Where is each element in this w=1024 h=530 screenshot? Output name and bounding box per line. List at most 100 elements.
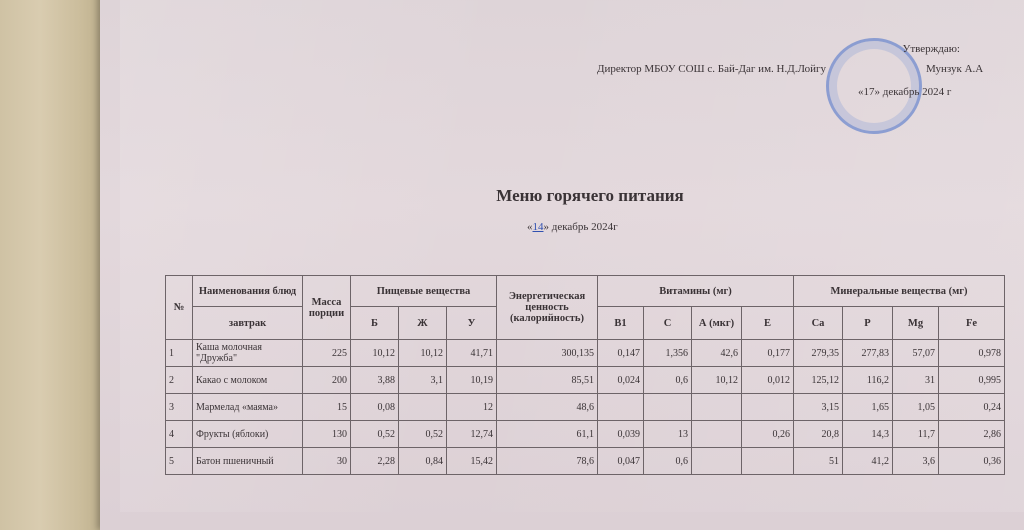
table-cell: 13	[643, 420, 692, 448]
header-p: P	[842, 306, 893, 340]
table-cell: 0,147	[597, 339, 644, 367]
director-line: Директор МБОУ СОШ с. Бай-Даг им. Н.Д.Лой…	[597, 63, 827, 75]
table-cell	[741, 447, 794, 475]
header-energy: Энергетическая ценность (калорийность)	[496, 275, 598, 340]
table-cell: 200	[302, 366, 351, 394]
table-cell: 3,6	[892, 447, 939, 475]
table-cell: Мармелад «маяма»	[192, 393, 303, 421]
table-cell: 85,51	[496, 366, 598, 394]
table-cell: 0,36	[938, 447, 1005, 475]
table-cell: 1,356	[643, 339, 692, 367]
table-cell: 15	[302, 393, 351, 421]
table-cell: Батон пшеничный	[192, 447, 303, 475]
quote-close: »	[543, 221, 550, 233]
table-cell: 11,7	[892, 420, 939, 448]
table-cell: 4	[165, 420, 193, 448]
table-cell	[398, 393, 447, 421]
table-cell: 5	[165, 447, 193, 475]
table-cell: 2	[165, 366, 193, 394]
header-vitamins: Витамины (мг)	[597, 275, 794, 307]
table-cell	[691, 393, 742, 421]
table-cell: 225	[302, 339, 351, 367]
table-cell: 3,1	[398, 366, 447, 394]
table-cell: 15,42	[446, 447, 497, 475]
table-cell: 10,12	[398, 339, 447, 367]
header-num: №	[165, 275, 193, 340]
table-cell: 12,74	[446, 420, 497, 448]
menu-table: № Наименования блюд Масса порции Пищевые…	[165, 275, 1005, 475]
header-ca: Ca	[793, 306, 843, 340]
table-cell: 130	[302, 420, 351, 448]
table-cell: 2,86	[938, 420, 1005, 448]
table-cell	[691, 447, 742, 475]
table-row: 2 Какао с молоком 200 3,88 3,1 10,19 85,51 0,02…	[165, 366, 1005, 394]
table-cell: 0,52	[350, 420, 399, 448]
page-title: Меню горячего питания	[496, 186, 684, 205]
table-cell: 0,978	[938, 339, 1005, 367]
header-mass: Масса порции	[302, 275, 351, 340]
table-body: 1 Каша молочная "Дружба" 225 10,12 10,12 41,7…	[165, 339, 1005, 475]
approval-date-rest: декабрь 2024 г	[882, 86, 952, 98]
table-cell: 51	[793, 447, 843, 475]
table-cell	[643, 393, 692, 421]
table-cell: 0,995	[938, 366, 1005, 394]
menu-date-rest: декабрь 2024г	[549, 221, 618, 233]
header-e: E	[741, 306, 794, 340]
table-cell: 1	[165, 339, 193, 367]
table-cell: 0,039	[597, 420, 644, 448]
table-cell: 125,12	[793, 366, 843, 394]
header-minerals: Минеральные вещества (мг)	[793, 275, 1005, 307]
table-cell: 3,88	[350, 366, 399, 394]
table-cell: 0,024	[597, 366, 644, 394]
table-cell: 0,08	[350, 393, 399, 421]
table-cell: 14,3	[842, 420, 893, 448]
header-u: У	[446, 306, 497, 340]
table-cell: Каша молочная "Дружба"	[192, 339, 303, 367]
quote-open: «	[527, 221, 533, 233]
director-name: Мунзук А.А	[926, 63, 984, 75]
table-cell: 0,177	[741, 339, 794, 367]
table-cell: 10,12	[350, 339, 399, 367]
table-cell: 0,012	[741, 366, 794, 394]
header-a: А (мкг)	[691, 306, 742, 340]
approval-date-day: «17»	[858, 86, 880, 98]
table-cell: 0,6	[643, 366, 692, 394]
table-cell: Какао с молоком	[192, 366, 303, 394]
table-row: 3 Мармелад «маяма» 15 0,08 12 48,6 3,15 1,65 1,0…	[165, 393, 1005, 421]
table-cell: 300,135	[496, 339, 598, 367]
table-cell: 0,84	[398, 447, 447, 475]
table-cell: 0,047	[597, 447, 644, 475]
table-cell	[741, 393, 794, 421]
header-meal: завтрак	[192, 306, 303, 340]
approve-label: Утверждаю:	[902, 43, 960, 55]
table-cell: 1,05	[892, 393, 939, 421]
table-cell: 3,15	[793, 393, 843, 421]
table-row: 5 Батон пшеничный 30 2,28 0,84 15,42 78,6 0,047…	[165, 447, 1005, 475]
approval-date: «17» декабрь 2024 г	[858, 86, 951, 98]
table-cell: 42,6	[691, 339, 742, 367]
table-cell: 277,83	[842, 339, 893, 367]
header-nutrients: Пищевые вещества	[350, 275, 497, 307]
header-b1: B1	[597, 306, 644, 340]
table-cell: 0,24	[938, 393, 1005, 421]
header-name: Наименования блюд	[192, 275, 303, 307]
table-cell: 41,2	[842, 447, 893, 475]
school-stamp	[826, 38, 922, 134]
header-mg: Mg	[892, 306, 939, 340]
table-cell: 10,12	[691, 366, 742, 394]
table-cell: 116,2	[842, 366, 893, 394]
table-cell: 41,71	[446, 339, 497, 367]
table-cell: 48,6	[496, 393, 598, 421]
menu-day: 14	[532, 221, 544, 233]
table-cell: 31	[892, 366, 939, 394]
menu-date: «14» декабрь 2024г	[527, 221, 618, 233]
table-cell: 0,26	[741, 420, 794, 448]
table-cell: 57,07	[892, 339, 939, 367]
table-cell	[691, 420, 742, 448]
table-cell: 279,35	[793, 339, 843, 367]
table-cell: 30	[302, 447, 351, 475]
table-cell: Фрукты (яблоки)	[192, 420, 303, 448]
table-cell: 0,6	[643, 447, 692, 475]
table-row: 4 Фрукты (яблоки) 130 0,52 0,52 12,74 61,1 0,03…	[165, 420, 1005, 448]
header-b: Б	[350, 306, 399, 340]
